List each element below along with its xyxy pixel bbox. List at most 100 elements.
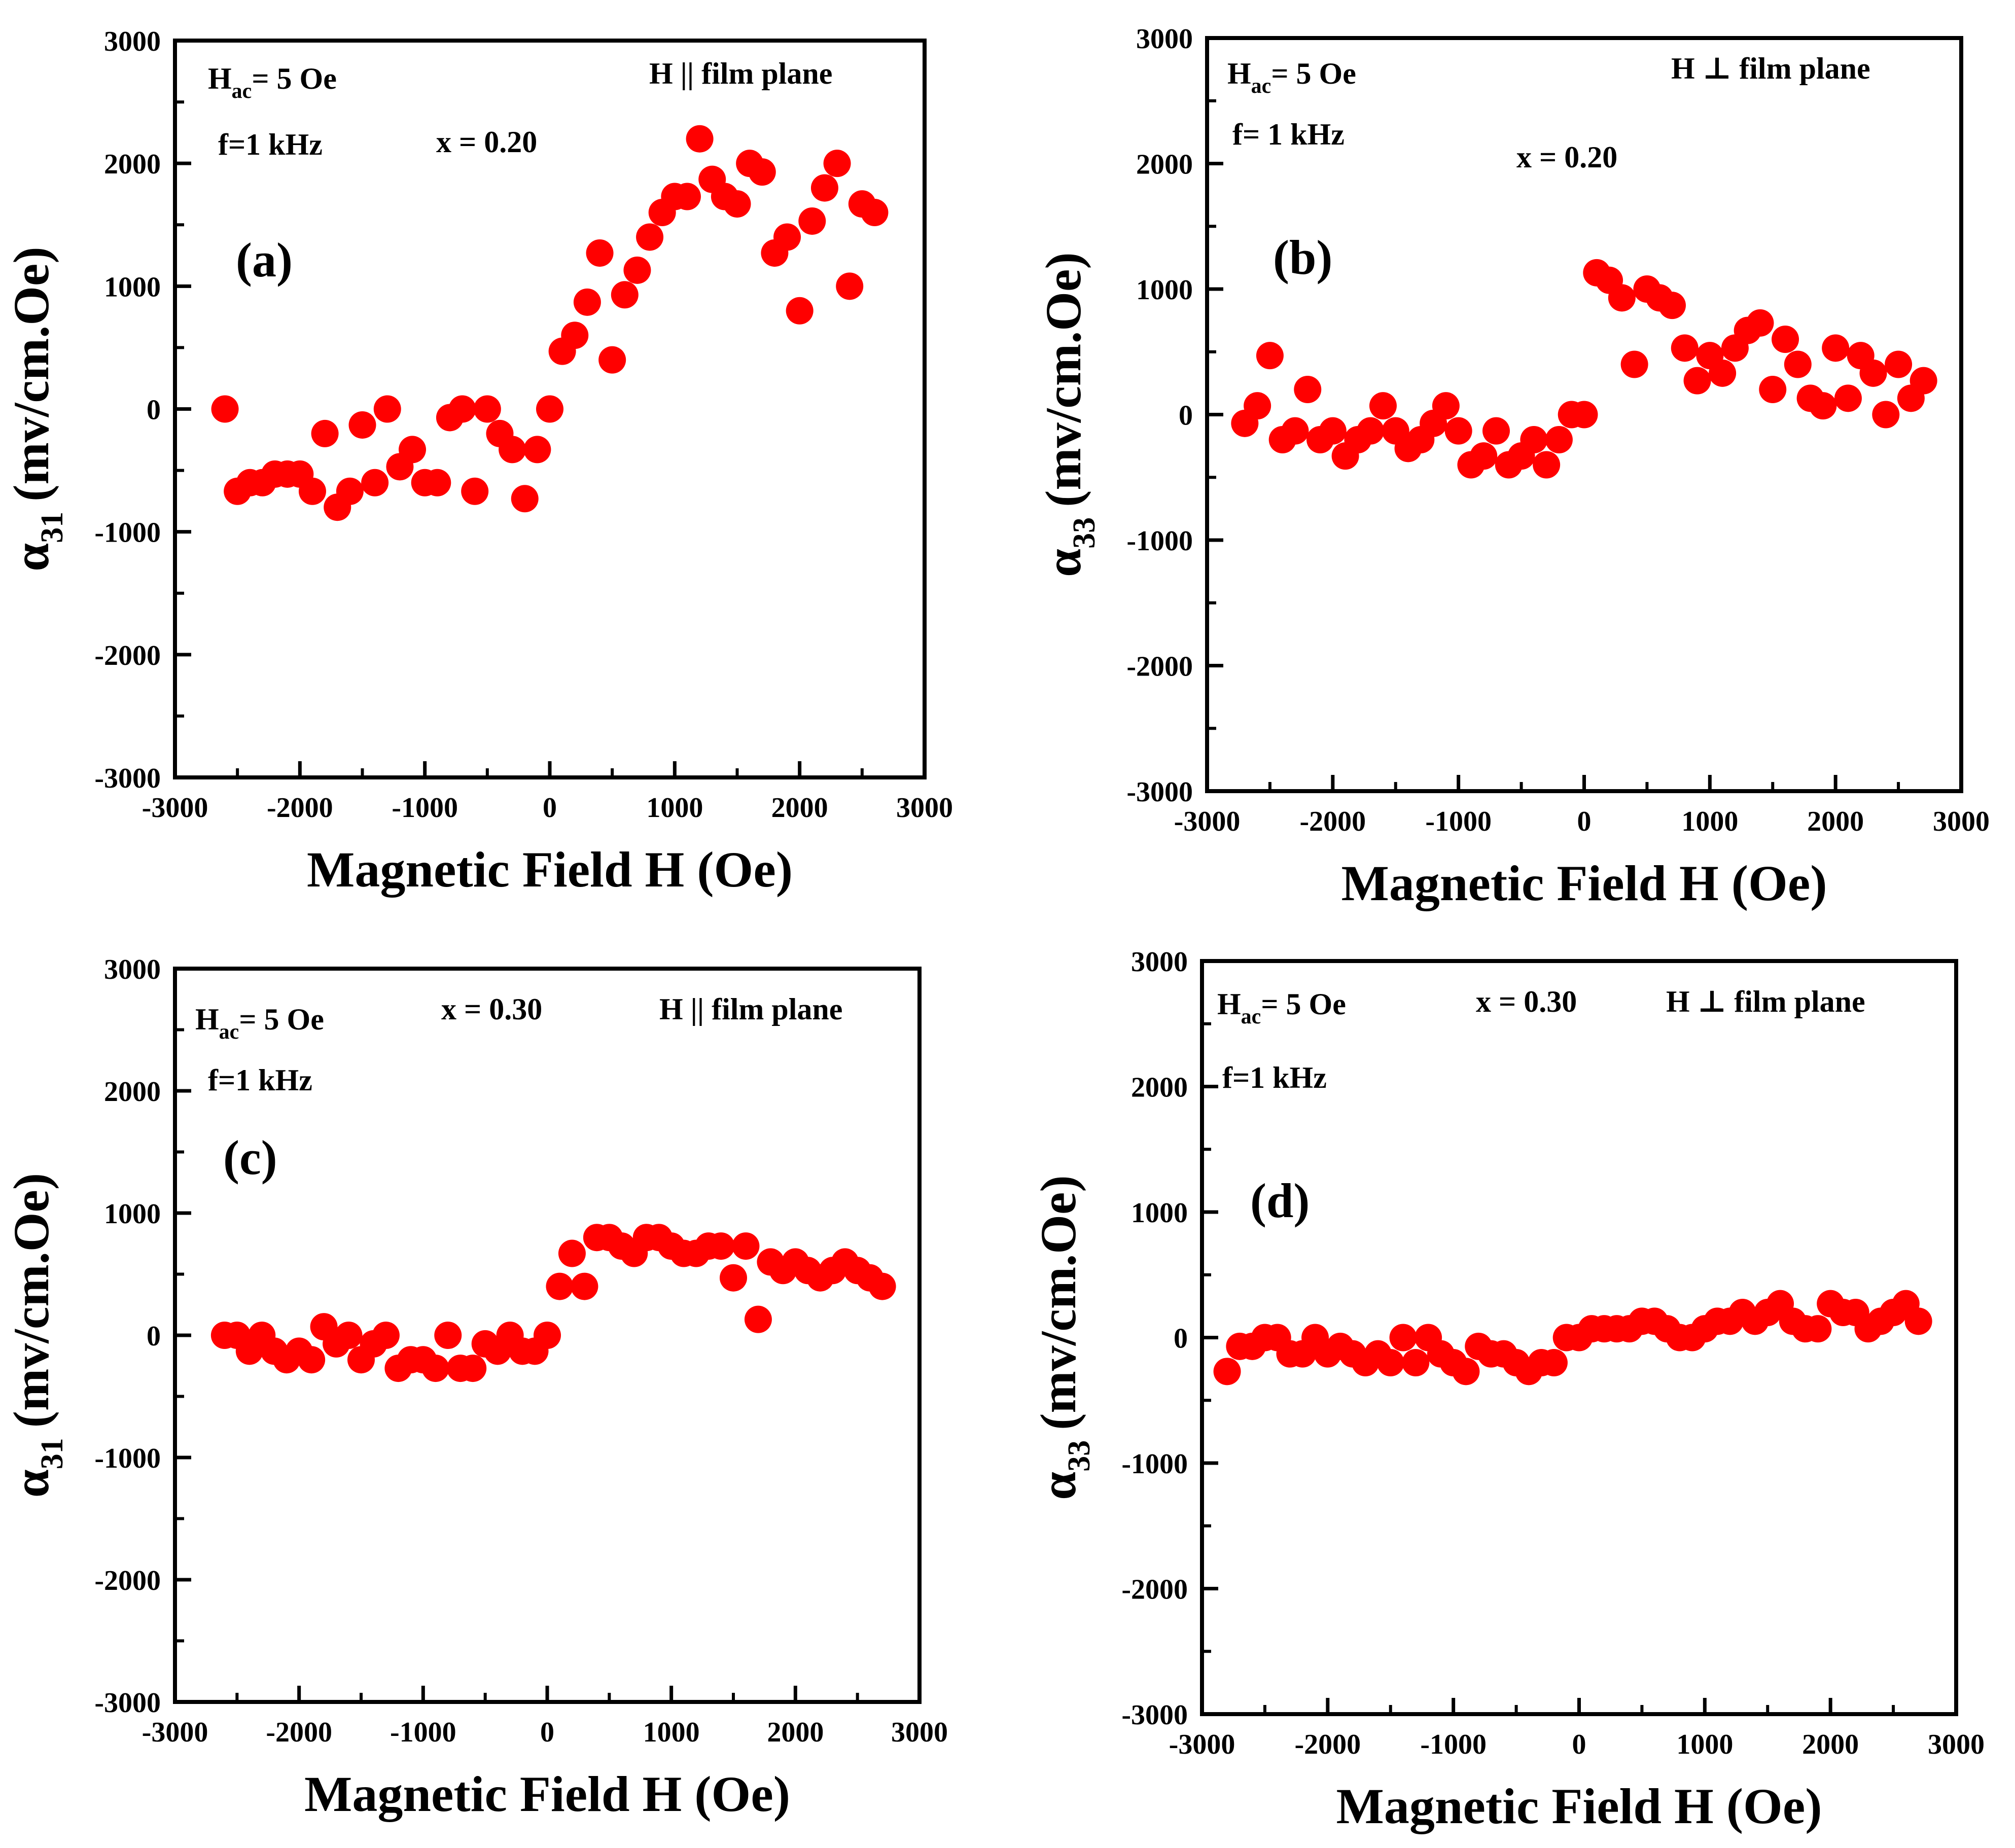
x-tick-label: 3000 [1928, 1729, 1985, 1760]
data-point [1671, 334, 1699, 362]
y-tick-label: 1000 [1131, 1197, 1188, 1229]
data-point [1822, 334, 1850, 362]
data-point [1834, 384, 1862, 412]
x-tick-label: 1000 [646, 792, 703, 824]
data-series [1213, 1290, 1932, 1385]
data-point [1357, 417, 1385, 445]
panel-a: -3000 -2000 -1000 0 1000 2000 3000 -3000 -2000 -1… [3, 26, 953, 898]
data-point [1520, 426, 1548, 453]
data-point [773, 223, 801, 251]
data-point [1759, 376, 1787, 403]
x-tick-label: 2000 [767, 1717, 824, 1748]
data-point [748, 158, 776, 186]
panel-label: (b) [1273, 230, 1332, 285]
panel-label: (c) [223, 1130, 277, 1185]
data-point [1809, 392, 1837, 420]
data-point [1872, 401, 1900, 429]
y-tick-label: -3000 [1126, 776, 1193, 808]
data-point [499, 436, 526, 464]
data-series [1231, 259, 1937, 479]
data-point [1804, 1315, 1832, 1343]
data-point [448, 395, 476, 423]
frequency-annotation: f= 1 kHz [1232, 118, 1345, 151]
data-point [571, 1272, 598, 1300]
panel-label: (a) [236, 233, 293, 287]
composition-annotation: x = 0.20 [1516, 140, 1617, 174]
y-tick-label: -2000 [1126, 651, 1193, 683]
data-point [1608, 284, 1636, 312]
y-tick-label: -1000 [1126, 525, 1193, 557]
data-point [1859, 359, 1887, 387]
data-point [1910, 367, 1937, 395]
data-point [1540, 1349, 1568, 1376]
y-tick-label: 1000 [104, 271, 161, 303]
data-point [720, 1264, 747, 1292]
data-point [1746, 309, 1774, 337]
data-point [810, 174, 838, 202]
data-point [1658, 292, 1686, 319]
frequency-annotation: f=1 kHz [208, 1063, 312, 1097]
data-point [1570, 401, 1598, 429]
frequency-annotation: f=1 kHz [218, 128, 323, 161]
y-axis-label: α31(mv/cm.Oe) [3, 1173, 69, 1498]
data-point [573, 288, 601, 316]
x-tick-label: -3000 [142, 792, 208, 824]
field-orientation-annotation: H ⊥ film plane [1666, 985, 1865, 1018]
data-point [586, 239, 614, 267]
data-point [373, 395, 401, 423]
data-point [836, 272, 864, 300]
y-tick-label: 3000 [1131, 946, 1188, 978]
data-point [361, 469, 389, 496]
x-tick-label: 3000 [896, 792, 953, 824]
data-point [298, 477, 326, 505]
data-point [348, 411, 376, 439]
x-tick-label: -3000 [1169, 1729, 1235, 1760]
data-point [786, 297, 814, 325]
y-tick-label: 2000 [1136, 149, 1193, 181]
y-tick-label: -3000 [1121, 1699, 1188, 1731]
data-point [611, 281, 639, 309]
x-axis-label: Magnetic Field H (Oe) [304, 1766, 790, 1822]
x-tick-label: -3000 [142, 1717, 208, 1748]
y-tick-label: 3000 [104, 26, 161, 57]
data-point [1244, 392, 1271, 420]
y-tick-label: 0 [1174, 1323, 1188, 1355]
x-tick-label: 1000 [1681, 806, 1738, 837]
data-point [744, 1305, 772, 1333]
composition-annotation: x = 0.30 [1476, 985, 1577, 1018]
y-tick-label: -2000 [94, 1565, 161, 1596]
data-point [473, 395, 501, 423]
data-point [1402, 1349, 1430, 1376]
data-point [1213, 1358, 1241, 1385]
frequency-annotation: f=1 kHz [1222, 1061, 1327, 1094]
x-axis-label: Magnetic Field H (Oe) [307, 841, 793, 898]
composition-annotation: x = 0.30 [441, 992, 542, 1026]
data-point [561, 322, 589, 349]
x-tick-label: -1000 [1425, 806, 1492, 837]
data-point [686, 125, 714, 153]
data-point [211, 395, 239, 423]
x-tick-label: 3000 [891, 1717, 948, 1748]
y-tick-label: 0 [1179, 400, 1193, 432]
hac-annotation: Hac= 5 Oe [1217, 987, 1346, 1028]
data-point [399, 436, 427, 464]
data-point [732, 1232, 760, 1260]
y-axis-label: α31(mv/cm.Oe) [3, 246, 69, 571]
x-tick-label: 2000 [1807, 806, 1864, 837]
data-point [1482, 417, 1510, 445]
data-point [1885, 350, 1913, 378]
data-point [459, 1355, 487, 1382]
x-tick-label: 0 [540, 1717, 554, 1748]
data-point [1452, 1358, 1480, 1385]
data-point [1369, 392, 1397, 420]
data-point [434, 1322, 462, 1349]
data-point [534, 1322, 561, 1349]
y-tick-label: -1000 [94, 1443, 161, 1474]
data-point [1709, 359, 1737, 387]
y-tick-label: -2000 [1121, 1574, 1188, 1606]
data-point [523, 436, 551, 464]
x-tick-label: 0 [1572, 1729, 1586, 1760]
y-tick-label: 0 [147, 1321, 161, 1352]
data-series [211, 125, 889, 521]
